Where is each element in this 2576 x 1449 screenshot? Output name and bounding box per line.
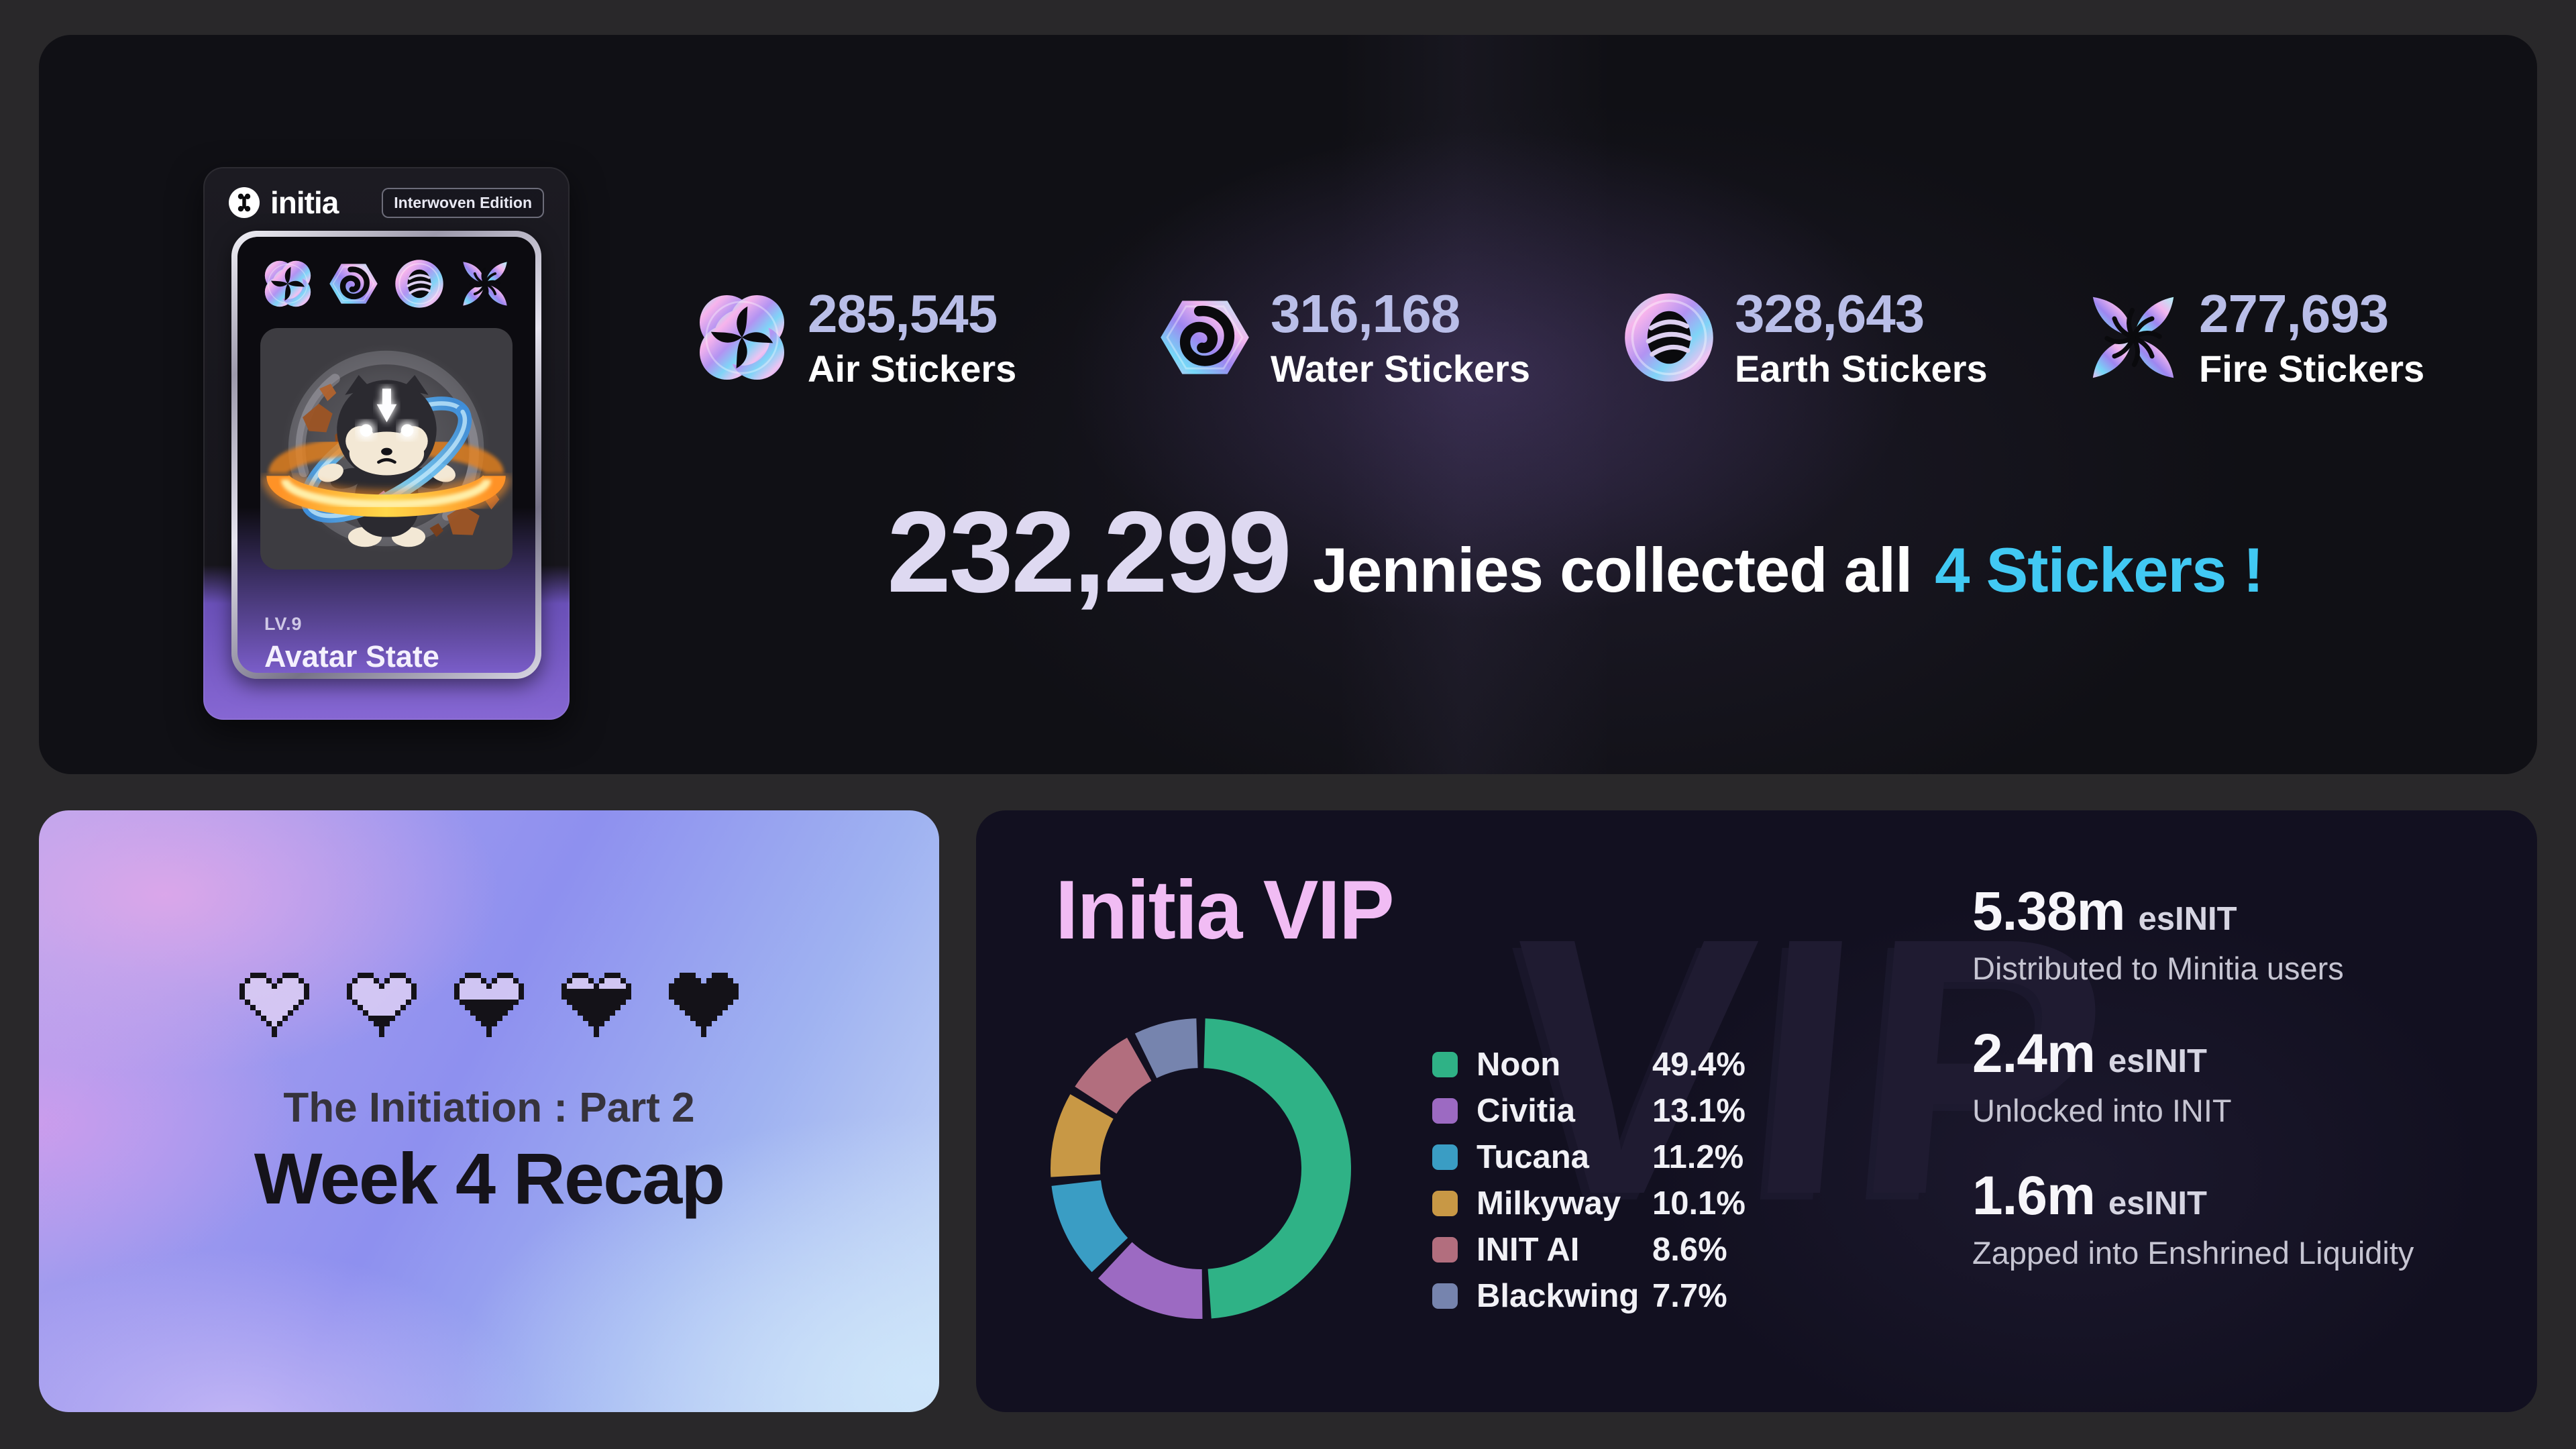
brand-name: initia (270, 185, 339, 220)
nft-name: Avatar State Jennie (264, 639, 439, 673)
vip-title: Initia VIP (1055, 864, 1395, 957)
pixel-heart-icon (561, 973, 631, 1038)
nft-card-frame: LV.9 Avatar State Jennie (231, 231, 541, 679)
legend-item: Blackwing 7.7% (1432, 1273, 1746, 1319)
water-stickers-label: Water Stickers (1271, 347, 1530, 390)
legend-item: Civitia 13.1% (1432, 1087, 1746, 1134)
pixel-heart-icon (454, 973, 524, 1038)
fire-sticker-icon (2086, 287, 2180, 388)
legend-percent: 13.1% (1652, 1092, 1746, 1129)
pixel-hearts-progress (39, 971, 939, 1038)
donut-segment-init-ai (1075, 1037, 1152, 1114)
week-recap-card: The Initiation : Part 2 Week 4 Recap (39, 810, 939, 1412)
donut-segment-civitia (1098, 1241, 1203, 1319)
stat-unit: esINIT (2138, 901, 2237, 937)
legend-item: INIT AI 8.6% (1432, 1226, 1746, 1273)
vip-stat-zapped: 1.6m esINIT Zapped into Enshrined Liquid… (1972, 1167, 2414, 1271)
vip-stat-unlocked: 2.4m esINIT Unlocked into INIT (1972, 1023, 2414, 1129)
vip-stats: 5.38m esINIT Distributed to Minitia user… (1972, 881, 2414, 1309)
legend-color-swatch (1432, 1051, 1458, 1077)
headline-text: Jennies collected all (1312, 535, 1913, 605)
fire-stickers-label: Fire Stickers (2199, 347, 2425, 390)
legend-color-swatch (1432, 1190, 1458, 1216)
legend-percent: 8.6% (1652, 1231, 1727, 1268)
nft-card: initia Interwoven Edition (203, 167, 570, 720)
legend-label: Noon (1477, 1046, 1561, 1083)
collection-headline: 232,299 Jennies collected all 4 Stickers… (750, 486, 2400, 633)
fire-sticker-icon (460, 258, 511, 309)
recap-title: Week 4 Recap (254, 1138, 725, 1219)
air-stickers-count: 285,545 (808, 284, 998, 343)
air-sticker-icon (695, 287, 789, 388)
legend-item: Tucana 11.2% (1432, 1134, 1746, 1180)
initia-logo-icon (229, 187, 260, 218)
legend-percent: 11.2% (1652, 1138, 1744, 1175)
donut-segment-tucana (1051, 1179, 1128, 1273)
donut-segment-milkyway (1051, 1094, 1114, 1177)
legend-label: Blackwing (1477, 1277, 1640, 1314)
legend-label: Milkyway (1477, 1185, 1621, 1222)
water-sticker-icon (328, 258, 379, 309)
vip-donut-chart (1043, 1011, 1358, 1326)
earth-sticker-icon (1622, 287, 1716, 388)
stat-unit: esINIT (2108, 1185, 2207, 1222)
stat-water-stickers: 316,168 Water Stickers (1158, 280, 1530, 394)
stat-value: 1.6m (1972, 1165, 2096, 1227)
stat-description: Unlocked into INIT (1972, 1093, 2232, 1129)
recap-subtitle: The Initiation : Part 2 (283, 1085, 695, 1131)
nft-level: LV.9 (264, 614, 303, 634)
stat-unit: esINIT (2108, 1043, 2207, 1080)
stat-earth-stickers: 328,643 Earth Stickers (1622, 280, 1988, 394)
legend-item: Milkyway 10.1% (1432, 1180, 1746, 1226)
collection-summary-card: initia Interwoven Edition (39, 35, 2537, 774)
stat-description: Distributed to Minitia users (1972, 951, 2344, 987)
pixel-heart-icon (347, 973, 417, 1038)
legend-color-swatch (1432, 1097, 1458, 1124)
avatar-art (260, 328, 513, 570)
legend-item: Noon 49.4% (1432, 1041, 1746, 1087)
earth-stickers-count: 328,643 (1735, 284, 1925, 343)
initia-vip-card: VIP Initia VIP Noon 49.4% Civitia 13.1% Tuca… (976, 810, 2537, 1412)
edition-badge: Interwoven Edition (382, 187, 544, 218)
headline-highlight: 4 Stickers ! (1935, 535, 2264, 605)
earth-sticker-icon (394, 258, 445, 309)
earth-stickers-label: Earth Stickers (1735, 347, 1988, 390)
legend-color-swatch (1432, 1236, 1458, 1263)
fire-stickers-count: 277,693 (2199, 284, 2389, 343)
legend-label: Tucana (1477, 1138, 1589, 1175)
legend-color-swatch (1432, 1144, 1458, 1170)
legend-label: Civitia (1477, 1092, 1576, 1129)
jennies-count: 232,299 (887, 488, 1292, 616)
pixel-heart-icon (239, 973, 309, 1038)
legend-percent: 49.4% (1652, 1046, 1746, 1083)
pixel-heart-icon (669, 973, 739, 1038)
stat-air-stickers: 285,545 Air Stickers (695, 280, 1016, 394)
water-stickers-count: 316,168 (1271, 284, 1460, 343)
nft-card-header: initia Interwoven Edition (229, 184, 544, 221)
stat-fire-stickers: 277,693 Fire Stickers (2086, 280, 2424, 394)
donut-segment-blackwing (1134, 1018, 1199, 1079)
legend-label: INIT AI (1477, 1231, 1580, 1268)
water-sticker-icon (1158, 287, 1252, 388)
stat-description: Zapped into Enshrined Liquidity (1972, 1235, 2414, 1271)
stat-value: 2.4m (1972, 1023, 2096, 1085)
legend-percent: 7.7% (1652, 1277, 1727, 1314)
legend-percent: 10.1% (1652, 1185, 1746, 1222)
nft-sticker-icons (237, 258, 535, 309)
donut-segment-noon (1203, 1018, 1351, 1319)
vip-chart-legend: Noon 49.4% Civitia 13.1% Tucana 11.2% Milkyway… (1432, 1041, 1746, 1319)
legend-color-swatch (1432, 1283, 1458, 1309)
vip-stat-distributed: 5.38m esINIT Distributed to Minitia user… (1972, 881, 2414, 987)
air-stickers-label: Air Stickers (808, 347, 1017, 390)
air-sticker-icon (262, 258, 313, 309)
stat-value: 5.38m (1972, 881, 2126, 942)
